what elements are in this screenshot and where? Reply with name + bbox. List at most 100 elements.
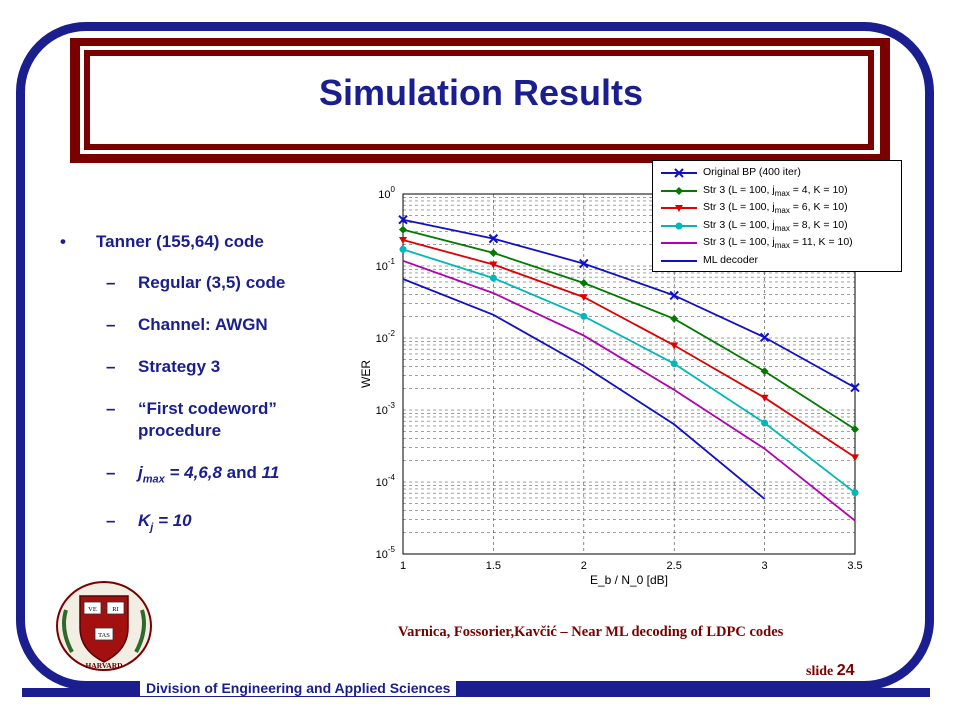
bullet-main-text: Tanner (155,64) code [96, 232, 264, 251]
bullet-dot: • [60, 232, 66, 251]
data-point [579, 258, 589, 269]
chart-legend: Original BP (400 iter) Str 3 (L = 100, jm… [652, 160, 902, 272]
y-tick-label: 10-3 [376, 401, 396, 417]
seal-word: RI [112, 606, 119, 613]
sub-item: – Strategy 3 [60, 356, 350, 378]
data-point [760, 394, 769, 402]
footer-text: Division of Engineering and Applied Scie… [140, 680, 457, 696]
sub-item: – Regular (3,5) code [60, 272, 350, 294]
y-tick-label: 100 [378, 185, 395, 201]
x-axis-label: E_b / N_0 [dB] [590, 573, 668, 587]
data-point [670, 360, 678, 368]
x-tick-label: 2 [581, 560, 587, 572]
kj-values: = 10 [153, 511, 192, 531]
legend-label: Str 3 (L = 100, jmax = 6, K = 10) [703, 201, 848, 216]
citation: Varnica, Fossorier,Kavčić – Near ML deco… [398, 624, 784, 640]
plot-border [402, 193, 856, 555]
x-tick-label: 1.5 [486, 560, 501, 572]
sub-item-text: Channel: AWGN [138, 315, 268, 334]
data-point [670, 342, 679, 350]
dash: – [106, 357, 116, 376]
seal-word: VE [88, 606, 97, 613]
y-tick-exponent: -3 [388, 401, 396, 410]
seal-word: HARVARD [85, 661, 123, 670]
legend-marker [675, 186, 683, 195]
data-point [579, 279, 588, 288]
data-point [489, 274, 497, 282]
data-point [399, 236, 407, 244]
data-point [669, 290, 679, 301]
y-axis-label: WER [359, 360, 373, 388]
x-tick-label: 3.5 [847, 560, 862, 572]
sub-item-kj: – Kj = 10 [60, 510, 350, 538]
y-tick-exponent: -4 [388, 473, 396, 482]
data-point [851, 489, 859, 497]
kj-subscript: j [150, 521, 154, 534]
data-point [759, 332, 770, 343]
data-point [399, 245, 407, 253]
legend-entry: Original BP (400 iter) [653, 165, 901, 181]
sub-item-text: Regular (3,5) code [138, 273, 286, 292]
x-tick-label: 1 [400, 560, 406, 572]
y-tick-exponent: -1 [388, 257, 396, 266]
y-tick-base: 10 [376, 549, 388, 561]
series-line [402, 239, 856, 459]
data-point [850, 382, 860, 393]
data-point [579, 294, 588, 302]
data-point [851, 454, 859, 462]
jmax-last: 11 [261, 463, 280, 482]
y-tick-exponent: -2 [388, 329, 396, 338]
jmax-symbol: j [138, 463, 143, 482]
harvard-seal-icon: VE RI TAS HARVARD [56, 581, 152, 671]
y-tick-exponent: -5 [388, 545, 396, 554]
jmax-subscript: max [142, 473, 165, 486]
bullet-main: • Tanner (155,64) code [60, 232, 350, 252]
legend-entry: ML decoder [653, 253, 901, 269]
data-point [580, 312, 588, 320]
sub-item: – Channel: AWGN [60, 314, 350, 336]
x-tick-label: 3 [762, 560, 768, 572]
jmax-and: and [221, 463, 262, 482]
dash: – [106, 399, 116, 418]
legend-entry: Str 3 (L = 100, jmax = 6, K = 10) [653, 200, 901, 216]
y-tick-exponent: 0 [391, 185, 396, 194]
data-point [489, 248, 498, 257]
legend-swatch [661, 222, 697, 229]
y-tick-base: 10 [376, 477, 388, 489]
legend-label: Str 3 (L = 100, jmax = 11, K = 10) [703, 236, 853, 251]
x-tick-label: 2.5 [667, 560, 682, 572]
y-tick-base: 10 [376, 261, 388, 273]
legend-label: Original BP (400 iter) [703, 166, 801, 178]
sub-item-text: “First codeword” procedure [138, 399, 277, 440]
legend-swatch [661, 186, 697, 195]
legend-label: Str 3 (L = 100, jmax = 8, K = 10) [703, 218, 848, 233]
legend-marker [675, 205, 683, 212]
y-tick-base: 10 [376, 405, 388, 417]
legend-swatch [661, 242, 697, 244]
dash: – [106, 315, 116, 334]
dash: – [106, 463, 116, 482]
series-line [402, 218, 856, 389]
kj-symbol: K [138, 511, 151, 531]
legend-entry: Str 3 (L = 100, jmax = 4, K = 10) [653, 183, 901, 199]
data-point [670, 314, 679, 323]
slide-number: 24 [836, 662, 855, 679]
data-point [761, 419, 769, 427]
dash: – [106, 273, 116, 292]
legend-swatch [661, 205, 697, 212]
title-box-border [84, 50, 874, 150]
dash: – [106, 511, 116, 531]
series-line [402, 248, 856, 494]
series-line [402, 259, 856, 522]
legend-marker [675, 222, 683, 229]
y-tick-base: 10 [376, 333, 388, 345]
jmax-values: = 4,6,8 [164, 463, 222, 482]
series-line [402, 228, 856, 431]
data-point [851, 425, 859, 434]
footer-rule [22, 688, 930, 697]
seal-word: TAS [98, 632, 110, 639]
y-tick-label: 10-1 [376, 257, 396, 273]
sub-item: – “First codeword” procedure [60, 398, 350, 442]
legend-entry: Str 3 (L = 100, jmax = 11, K = 10) [653, 235, 901, 251]
bullet-list: • Tanner (155,64) code – Regular (3,5) cod… [60, 232, 350, 559]
